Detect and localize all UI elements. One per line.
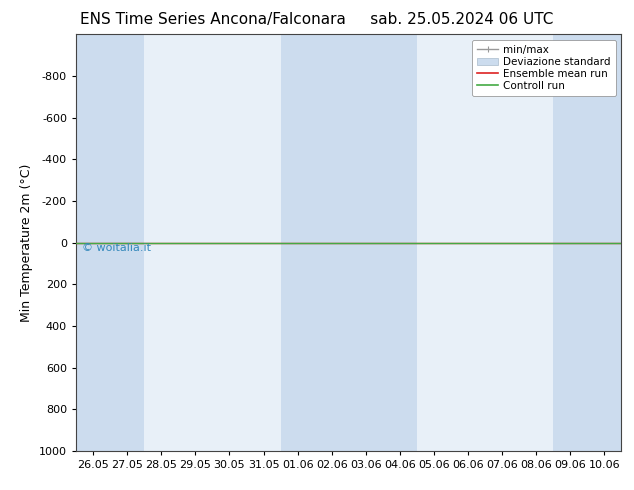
Bar [553, 34, 587, 451]
Y-axis label: Min Temperature 2m (°C): Min Temperature 2m (°C) [20, 163, 34, 322]
Text: ENS Time Series Ancona/Falconara     sab. 25.05.2024 06 UTC: ENS Time Series Ancona/Falconara sab. 25… [81, 12, 553, 27]
Bar [314, 34, 349, 451]
Bar [110, 34, 144, 451]
Bar [383, 34, 417, 451]
Bar [76, 34, 110, 451]
Bar [587, 34, 621, 451]
Bar [280, 34, 314, 451]
Legend: min/max, Deviazione standard, Ensemble mean run, Controll run: min/max, Deviazione standard, Ensemble m… [472, 40, 616, 96]
Text: © woitalia.it: © woitalia.it [82, 243, 150, 252]
Bar [349, 34, 383, 451]
